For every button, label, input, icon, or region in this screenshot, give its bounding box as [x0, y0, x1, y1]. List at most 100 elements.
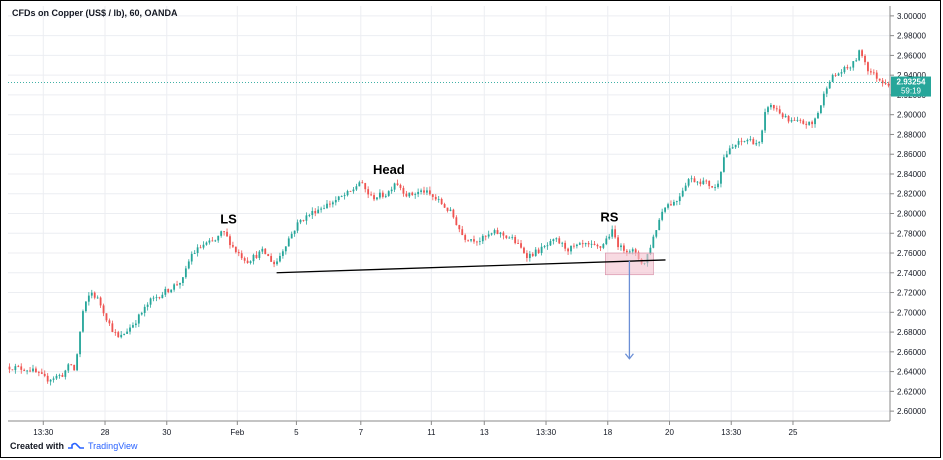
candle-body — [55, 375, 58, 379]
candle-body — [449, 209, 452, 211]
candle-body — [17, 366, 20, 367]
candle-body — [179, 283, 181, 285]
candle-body — [317, 209, 320, 214]
candle-body — [767, 107, 769, 113]
candle-body — [376, 197, 378, 200]
candle-body — [211, 240, 214, 242]
candle-body — [461, 229, 464, 236]
candle-body — [678, 196, 681, 202]
candle-body — [758, 142, 761, 144]
candle-body — [496, 230, 499, 235]
candle-body — [690, 178, 693, 180]
candle-body — [399, 184, 402, 188]
candle-body — [602, 244, 605, 248]
candle-body — [561, 242, 564, 244]
candle-body — [226, 231, 228, 237]
y-tick-label: 3.00000 — [897, 12, 926, 21]
candle-body — [552, 239, 555, 242]
y-tick-label: 2.82000 — [897, 190, 926, 199]
y-tick-label: 2.86000 — [897, 150, 926, 159]
candle-body — [240, 253, 243, 259]
candle-body — [70, 364, 73, 366]
candle-body — [108, 320, 111, 324]
candle-body — [67, 364, 70, 371]
candle-body — [875, 72, 878, 79]
candle-body — [329, 203, 331, 205]
candle-body — [543, 246, 546, 247]
candle-body — [337, 196, 340, 201]
x-tick-label: 25 — [789, 428, 798, 437]
footer-credit: Created with TradingView — [10, 441, 138, 451]
candle-body — [884, 83, 887, 85]
candle-body — [661, 211, 664, 220]
candle-body — [614, 229, 617, 238]
created-with-text: Created with — [10, 441, 65, 451]
candle-body — [26, 370, 29, 372]
y-tick-label: 2.70000 — [897, 308, 926, 317]
pattern-overlays: LS Head RS — [220, 162, 666, 360]
candle-body — [625, 250, 628, 253]
candle-body — [708, 180, 711, 187]
candle-body — [464, 235, 467, 240]
candle-body — [276, 261, 278, 265]
candle-body — [540, 246, 543, 253]
candle-body — [378, 192, 381, 198]
candle-body — [373, 195, 375, 200]
candle-body — [184, 268, 187, 278]
y-tick-label: 2.88000 — [897, 130, 926, 139]
candle-body — [834, 75, 837, 76]
y-tick-label: 2.90000 — [897, 111, 926, 120]
candle-body — [190, 253, 193, 262]
candle-body — [40, 372, 43, 374]
candle-body — [129, 327, 131, 332]
candle-body — [452, 209, 455, 218]
candle-body — [861, 50, 863, 56]
candle-body — [878, 78, 881, 81]
candle-body — [564, 242, 567, 249]
candle-body — [402, 187, 405, 194]
candle-body — [443, 204, 446, 208]
candle-body — [849, 67, 852, 69]
candle-body — [182, 277, 184, 284]
candle-body — [202, 244, 205, 248]
candle-body — [411, 192, 414, 195]
candle-body — [670, 204, 672, 206]
candle-body — [43, 373, 46, 376]
candle-body — [117, 332, 120, 338]
candle-body — [126, 331, 128, 334]
candle-body — [434, 196, 437, 200]
candle-body — [61, 374, 64, 377]
candle-body — [281, 251, 284, 256]
candle-body — [187, 261, 190, 269]
candle-body — [229, 236, 231, 246]
candle-body — [740, 140, 743, 142]
candle-body — [737, 140, 740, 145]
candle-body — [296, 222, 299, 231]
y-tick-label: 2.60000 — [897, 407, 926, 416]
candle-body — [237, 252, 240, 254]
grid-lines — [8, 6, 890, 421]
candle-body — [270, 256, 273, 262]
candle-body — [528, 253, 531, 259]
candle-body — [717, 183, 719, 188]
candle-body — [355, 186, 358, 190]
candle-body — [546, 245, 549, 247]
candle-body — [808, 121, 811, 125]
x-tick-label: Feb — [230, 428, 244, 437]
candle-body — [243, 258, 246, 261]
candle-body — [155, 297, 158, 299]
candle-body — [343, 195, 346, 197]
tradingview-brand[interactable]: TradingView — [88, 441, 138, 451]
candle-body — [570, 245, 572, 252]
candle-body — [431, 194, 434, 197]
candle-body — [476, 241, 478, 243]
candle-body — [725, 154, 728, 158]
y-tick-label: 2.80000 — [897, 210, 926, 219]
candle-body — [58, 374, 61, 376]
candle-body — [423, 190, 425, 193]
candle-body — [176, 284, 178, 286]
candle-body — [261, 248, 264, 252]
candle-body — [558, 238, 561, 244]
